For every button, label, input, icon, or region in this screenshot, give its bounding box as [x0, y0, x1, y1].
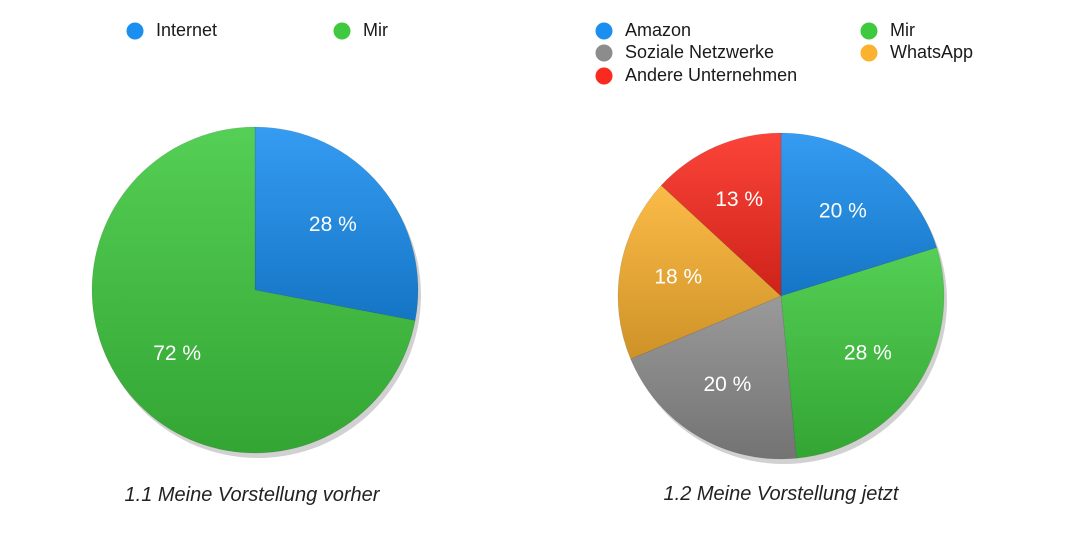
- legend-swatch: [595, 22, 613, 40]
- legend-label: Andere Unternehmen: [625, 65, 797, 85]
- slice-label-soziale-netzwerke: 20 %: [703, 373, 751, 396]
- legend-swatch: [860, 22, 878, 40]
- slice-label-amazon: 20 %: [819, 200, 867, 223]
- legend-swatch: [595, 67, 613, 85]
- legend-item-soziale-netzwerke: Soziale Netzwerke: [595, 42, 774, 62]
- legend-item-mir: Mir: [860, 20, 915, 40]
- legend-label: Mir: [363, 20, 388, 40]
- slice-labels-chart-right: 20 % 28 % 20 % 18 % 13 %: [654, 188, 891, 396]
- legend-label: Mir: [890, 20, 915, 40]
- chart-right-caption: 1.2 Meine Vorstellung jetzt: [664, 483, 900, 505]
- legend-chart-left: Internet Mir: [126, 20, 388, 40]
- pie-chart-left: [91, 126, 421, 458]
- chart-left-caption: 1.1 Meine Vorstellung vorher: [125, 484, 381, 506]
- slice-label-whatsapp: 18 %: [654, 265, 702, 288]
- legend-label: Soziale Netzwerke: [625, 42, 774, 62]
- pie-slice-andere-unternehmen: [660, 132, 782, 297]
- legend-item-mir: Mir: [333, 20, 388, 40]
- pie-slice-amazon: [780, 132, 938, 297]
- pie-slice-internet: [254, 126, 419, 321]
- legend-swatch: [333, 22, 351, 40]
- slice-label-mir: 28 %: [844, 341, 892, 364]
- legend-label: Internet: [156, 20, 217, 40]
- slice-label-andere-unternehmen: 13 %: [715, 188, 763, 211]
- slice-labels-chart-left: 28 % 72 %: [153, 213, 357, 365]
- legend-item-internet: Internet: [126, 20, 217, 40]
- legend-label: Amazon: [625, 20, 691, 40]
- legend-chart-right: Amazon Mir Soziale Netzwerke WhatsApp Andere…: [595, 20, 973, 85]
- legend-swatch: [860, 44, 878, 62]
- chart-left: Internet Mir 28 % 72 % 1.1 Meine Vorstellu…: [91, 20, 421, 506]
- pie-slice-whatsapp: [617, 184, 782, 360]
- slice-label-internet: 28 %: [309, 213, 357, 236]
- pie-chart-right: [617, 132, 947, 464]
- legend-item-andere-unternehmen: Andere Unternehmen: [595, 65, 797, 85]
- chart-right: Amazon Mir Soziale Netzwerke WhatsApp Andere…: [595, 20, 973, 505]
- pie-slice-mir: [780, 247, 945, 459]
- pie-slice-soziale-netzwerke: [630, 295, 797, 460]
- slice-label-mir: 72 %: [153, 342, 201, 365]
- legend-swatch: [126, 22, 144, 40]
- legend-item-amazon: Amazon: [595, 20, 691, 40]
- legend-item-whatsapp: WhatsApp: [860, 42, 973, 62]
- legend-label: WhatsApp: [890, 42, 973, 62]
- pie-slice-mir: [91, 126, 416, 454]
- legend-swatch: [595, 44, 613, 62]
